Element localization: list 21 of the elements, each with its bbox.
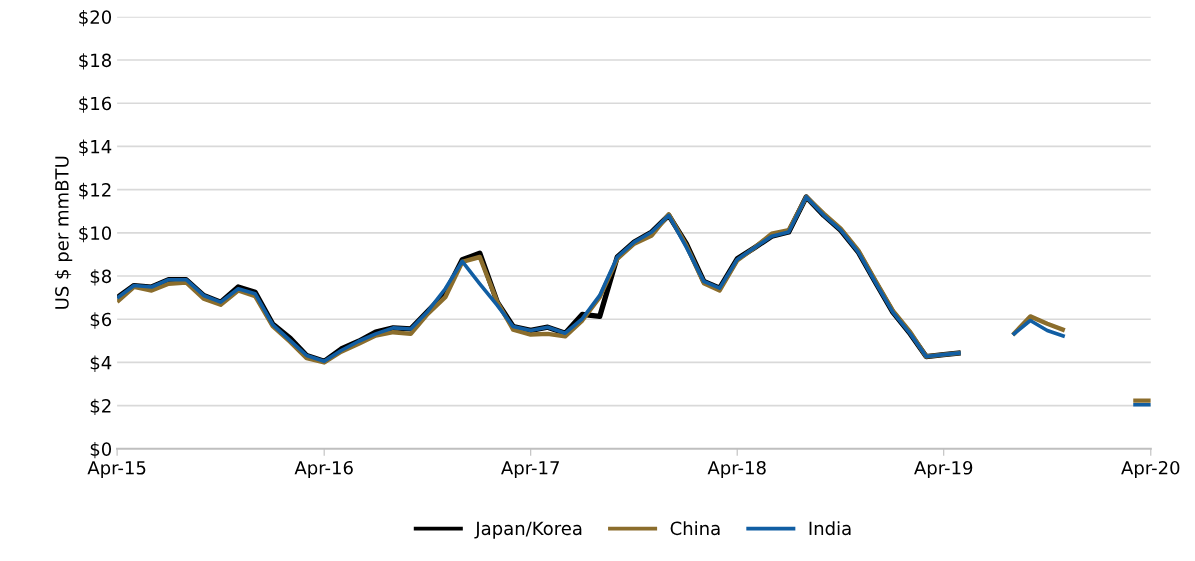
y-tick-label: $2 <box>90 398 111 416</box>
x-tick-label: Apr-20 <box>1121 460 1180 479</box>
x-tick-label: Apr-18 <box>707 460 766 479</box>
y-tick-label: $12 <box>79 182 111 200</box>
y-tick-label: $14 <box>79 139 112 156</box>
legend-label: China <box>670 521 720 536</box>
y-tick-label: $18 <box>79 53 112 70</box>
x-tick-label: Apr-16 <box>294 460 353 479</box>
y-tick-label: $6 <box>90 312 112 329</box>
y-tick-label: $0 <box>90 441 112 459</box>
y-tick-label: $10 <box>79 225 112 243</box>
legend-label: India <box>809 521 851 536</box>
x-tick-label: Apr-17 <box>501 461 559 479</box>
y-tick-label: $8 <box>90 269 112 286</box>
x-tick-label: Apr-15 <box>87 461 146 479</box>
y-axis-title: US $ per mmBTU <box>54 156 73 309</box>
y-tick-label: $4 <box>90 355 112 372</box>
y-tick-label: $20 <box>79 9 112 27</box>
x-tick-label: Apr-19 <box>914 460 973 479</box>
legend-label: Japan/Korea <box>474 521 582 539</box>
y-tick-label: $16 <box>79 96 112 113</box>
